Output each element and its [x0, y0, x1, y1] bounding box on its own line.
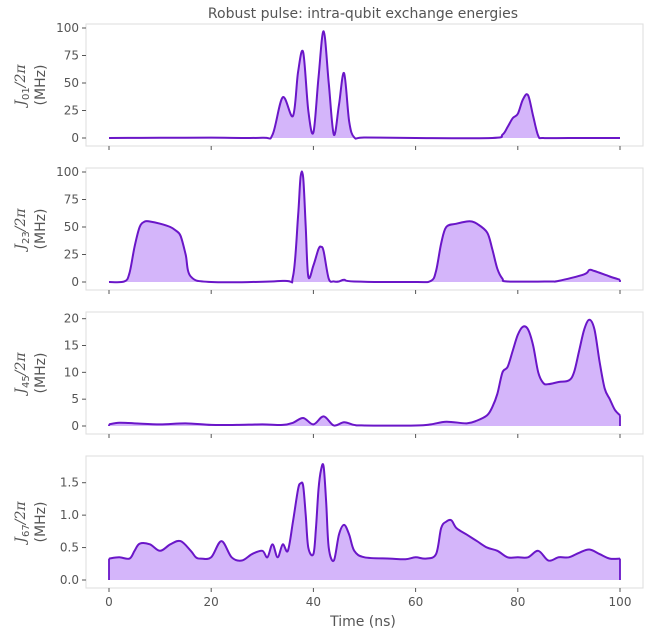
y-tick-label: 75	[64, 193, 79, 207]
y-tick-label: 75	[64, 49, 79, 63]
series-area-fill	[109, 464, 620, 580]
series-line	[108, 170, 621, 284]
subplot-frame	[85, 23, 644, 147]
series-line	[108, 318, 621, 427]
y-axis-label: J45/2π	[13, 352, 32, 397]
y-tick-label: 0.0	[60, 573, 79, 587]
y-tick-label: 0.5	[60, 541, 79, 555]
y-tick-label: 100	[56, 21, 79, 35]
y-tick-label: 1.0	[60, 508, 79, 522]
y-axis-unit: (MHz)	[33, 353, 49, 394]
y-tick-label: 20	[64, 312, 79, 326]
subplot-frame	[85, 311, 644, 435]
y-axis-unit: (MHz)	[33, 65, 49, 106]
x-tick-label: 60	[408, 595, 423, 609]
y-axis-label: J23/2π	[13, 208, 32, 253]
subplot-frame	[85, 455, 644, 589]
series-area-fill	[109, 31, 620, 139]
y-tick-label: 0	[71, 131, 79, 145]
series-area-fill	[109, 319, 620, 426]
y-tick-label: 0	[71, 275, 79, 289]
y-tick-label: 25	[64, 248, 79, 262]
y-tick-label: 25	[64, 104, 79, 118]
y-tick-label: 1.5	[60, 476, 79, 490]
subplot-4: 0.0 0.5 1.0 1.5 0 20 40 60 80 100 J67/2π (MHz)	[13, 455, 644, 609]
series-area-fill	[109, 171, 620, 283]
series-line	[108, 30, 620, 140]
y-tick-label: 50	[64, 220, 79, 234]
y-tick-label: 0	[71, 419, 79, 433]
subplot-frame	[85, 167, 644, 291]
y-axis-unit: (MHz)	[33, 502, 49, 543]
y-tick-label: 5	[71, 392, 79, 406]
x-tick-label: 0	[105, 595, 113, 609]
subplot-1: 0 25 50 75 100 J01/2π (MHz)	[13, 21, 644, 150]
x-axis-label: Time (ns)	[329, 614, 396, 630]
series-line	[108, 463, 621, 563]
y-axis-label: J67/2π	[13, 501, 32, 546]
x-tick-label: 40	[306, 595, 321, 609]
y-tick-label: 100	[56, 165, 79, 179]
y-tick-label: 15	[64, 339, 79, 353]
x-tick-label: 80	[510, 595, 525, 609]
y-axis-label: J01/2π	[13, 64, 32, 109]
chart-title: Robust pulse: intra-qubit exchange energ…	[208, 6, 518, 22]
y-tick-label: 50	[64, 76, 79, 90]
subplot-3: 0 5 10 15 20 J45/2π (MHz)	[13, 311, 644, 438]
x-tick-label: 20	[204, 595, 219, 609]
y-tick-label: 10	[64, 365, 79, 379]
subplot-2: 0 25 50 75 100 J23/2π (MHz)	[13, 165, 644, 294]
x-tick-label: 100	[609, 595, 632, 609]
y-axis-unit: (MHz)	[33, 209, 49, 250]
